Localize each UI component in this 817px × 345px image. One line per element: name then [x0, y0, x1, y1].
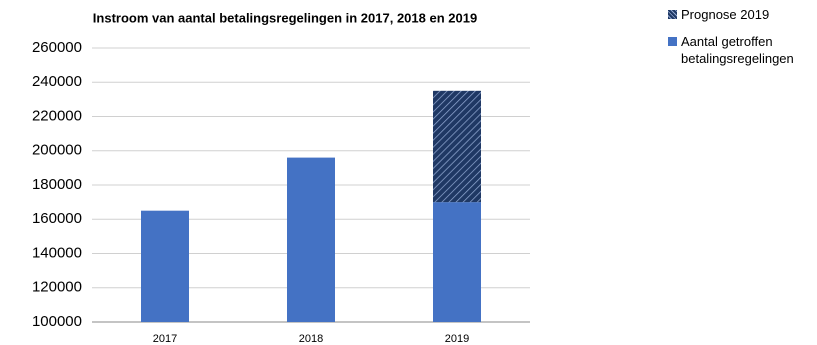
- x-tick-label: 2018: [299, 333, 323, 345]
- y-tick-label: 180000: [32, 176, 82, 193]
- y-tick-label: 140000: [32, 244, 82, 261]
- y-tick-label: 260000: [32, 39, 82, 56]
- bar-segment: [141, 210, 189, 322]
- chart-title: Instroom van aantal betalingsregelingen …: [93, 10, 477, 25]
- bar-segment: [433, 90, 481, 203]
- legend-label: Prognose 2019: [681, 7, 770, 22]
- y-tick-label: 200000: [32, 142, 82, 159]
- y-tick-label: 220000: [32, 107, 82, 124]
- legend-swatch: [668, 37, 677, 46]
- x-tick-label: 2017: [153, 333, 177, 345]
- bar-segment: [287, 157, 335, 322]
- y-tick-label: 120000: [32, 279, 82, 296]
- legend-item: Aantal getroffen betalingsregelingen: [668, 33, 808, 67]
- legend-item: Prognose 2019: [668, 6, 808, 23]
- x-tick-label: 2019: [445, 333, 469, 345]
- y-tick-label: 240000: [32, 73, 82, 90]
- y-tick-label: 100000: [32, 313, 82, 330]
- bar-segment: [433, 202, 481, 322]
- legend-swatch: [668, 10, 677, 19]
- legend: Prognose 2019 Aantal getroffen betalingsr…: [668, 6, 808, 77]
- legend-label: Aantal getroffen betalingsregelingen: [681, 34, 794, 66]
- y-tick-label: 160000: [32, 210, 82, 227]
